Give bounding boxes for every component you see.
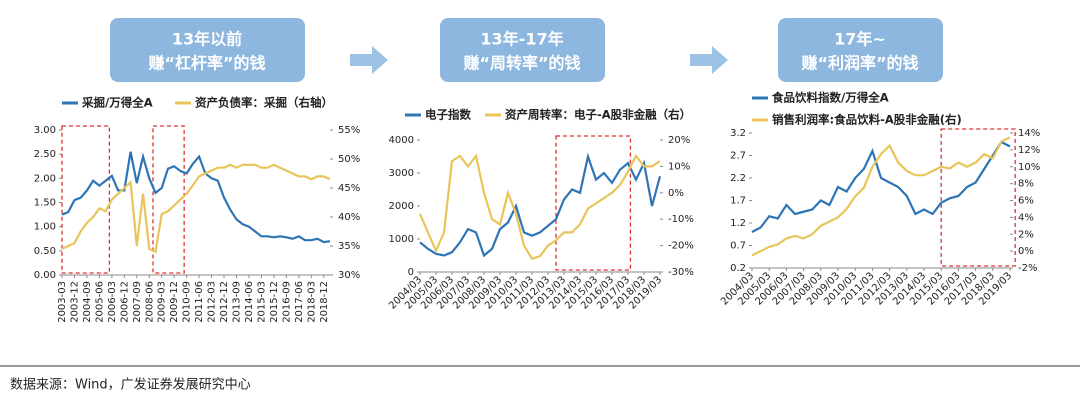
header-title: 13年以前 [172, 30, 242, 49]
header-subtitle: 赚“杠杆率”的钱 [147, 54, 265, 73]
x-tick-label: 2007-09 [132, 281, 143, 323]
series-line [751, 140, 1011, 233]
header-subtitle: 赚“周转率”的钱 [462, 54, 580, 73]
y2-tick-label: 10% [668, 161, 690, 172]
y2-tick-label: 4% [1018, 212, 1034, 223]
y-tick-label: 0.2 [730, 263, 746, 274]
y-tick-label: 3000 [389, 168, 414, 179]
y-tick-label: 0.00 [34, 270, 56, 281]
legend-label: 食品饮料指数/万得全A [772, 91, 889, 105]
series-line [61, 151, 331, 244]
y2-tick-label: 30% [338, 270, 360, 281]
y2-tick-label: -2% [1018, 263, 1037, 274]
highlight-box [555, 135, 632, 271]
x-tick-label: 2012-03 [207, 281, 218, 323]
legend-label: 电子指数 [425, 108, 471, 122]
y2-tick-label: 50% [338, 154, 360, 165]
legend-label: 采掘/万得全A [81, 96, 153, 110]
header-title: 13年-17年 [480, 30, 563, 49]
y2-tick-label: 45% [338, 183, 360, 194]
arrow [350, 46, 388, 74]
highlight-box [940, 128, 1016, 267]
y-tick-label: 1.2 [730, 218, 746, 229]
x-tick-label: 2003-12 [69, 281, 80, 323]
x-tick-label: 2015-03 [256, 281, 267, 323]
y2-tick-label: 0% [1018, 246, 1034, 257]
x-tick-label: 2006-12 [119, 281, 130, 323]
y-tick-label: 0.7 [730, 241, 746, 252]
x-tick-label: 2018-12 [319, 281, 330, 323]
y-tick-label: 2000 [389, 201, 414, 212]
x-tick-label: 2017-06 [294, 281, 305, 323]
x-tick-label: 2016-09 [281, 281, 292, 323]
header-subtitle: 赚“利润率”的钱 [800, 54, 918, 73]
y2-tick-label: 10% [1018, 162, 1040, 173]
legend-label: 销售利润率:食品饮料-A股非金融(右) [772, 113, 962, 127]
x-tick-label: 2008-06 [144, 281, 155, 323]
x-tick-label: 2011-06 [194, 281, 205, 323]
y2-tick-label: 12% [1018, 145, 1040, 156]
y-tick-label: 0 [408, 267, 414, 278]
y-tick-label: 2.2 [730, 173, 746, 184]
highlight-box [61, 125, 111, 274]
series-line [751, 136, 1011, 257]
x-tick-label: 2013-09 [232, 281, 243, 323]
header-box [440, 18, 605, 82]
y-tick-label: 3.2 [730, 128, 746, 139]
y-tick-label: 1.50 [34, 198, 56, 209]
y-tick-label: 0.50 [34, 246, 56, 257]
x-tick-label: 2012-12 [219, 281, 230, 323]
y-tick-label: 2.00 [34, 173, 56, 184]
y-tick-label: 2.7 [730, 151, 746, 162]
header-box [110, 18, 305, 82]
y2-tick-label: -20% [668, 241, 694, 252]
x-tick-label: 2003-03 [57, 281, 68, 323]
x-tick-label: 2005-06 [94, 281, 105, 323]
y2-tick-label: -30% [668, 267, 694, 278]
x-tick-label: 2004-09 [82, 281, 93, 323]
y2-tick-label: 8% [1018, 179, 1034, 190]
y2-tick-label: 40% [338, 212, 360, 223]
y2-tick-label: -10% [668, 214, 694, 225]
y2-tick-label: 14% [1018, 128, 1040, 139]
x-tick-label: 2009-03 [157, 281, 168, 323]
highlight-box [152, 125, 185, 274]
y2-tick-label: 6% [1018, 196, 1034, 207]
arrow [690, 46, 728, 74]
y-tick-label: 4000 [389, 135, 414, 146]
legend-label: 资产负债率：采掘（右轴） [195, 96, 333, 110]
y-tick-label: 1.7 [730, 196, 746, 207]
series-line [418, 153, 661, 261]
x-tick-label: 2006-03 [107, 281, 118, 323]
y2-tick-label: 20% [668, 135, 690, 146]
series-line [419, 152, 662, 258]
x-tick-label: 2015-12 [269, 281, 280, 323]
y2-tick-label: 0% [668, 188, 684, 199]
y-tick-label: 1000 [389, 234, 414, 245]
y-tick-label: 2.50 [34, 149, 56, 160]
y2-tick-label: 2% [1018, 229, 1034, 240]
series-line [61, 163, 331, 254]
header-title: 17年~ [834, 30, 886, 49]
x-tick-label: 2018-03 [306, 281, 317, 323]
source: 数据来源：Wind，广发证券发展研究中心 [10, 377, 251, 393]
legend-label: 资产周转率：电子-A股非金融（右） [505, 108, 691, 122]
y-tick-label: 3.00 [34, 125, 56, 136]
x-tick-label: 2014-06 [244, 281, 255, 323]
header-box [778, 18, 943, 82]
x-tick-label: 2009-12 [169, 281, 180, 323]
y-tick-label: 1.00 [34, 222, 56, 233]
y2-tick-label: 35% [338, 241, 360, 252]
x-tick-label: 2010-09 [182, 281, 193, 323]
y2-tick-label: 55% [338, 125, 360, 136]
